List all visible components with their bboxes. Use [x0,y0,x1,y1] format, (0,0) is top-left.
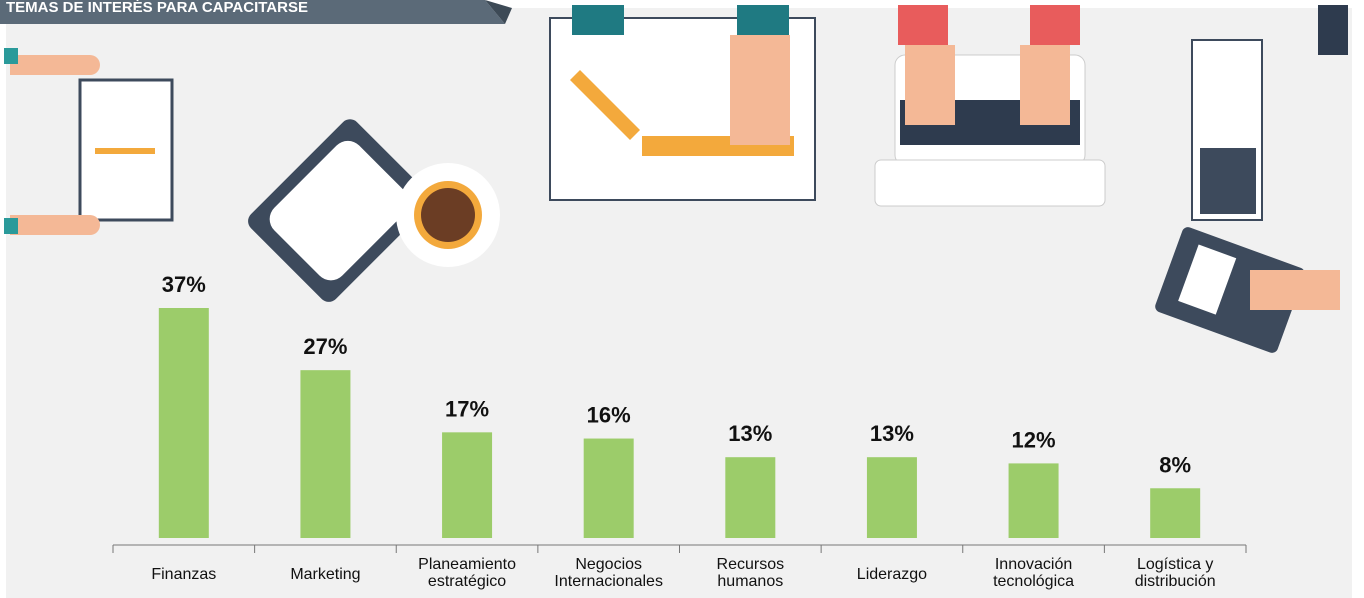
bar [300,370,351,538]
category-label: Marketing [290,566,361,583]
illustration-clipboard [248,119,500,302]
value-label: 17% [445,396,489,421]
value-label: 16% [587,403,631,428]
value-label: 27% [303,334,347,359]
illustration-notebook [1155,5,1348,353]
value-label: 13% [870,421,914,446]
category-label: Recursos humanos [716,556,785,590]
chart-title: TEMAS DE INTERÉS PARA CAPACITARSE [6,0,308,16]
illustration-book [4,48,174,235]
value-label: 37% [162,272,206,297]
bar [866,457,917,538]
category-label: Planeamiento estratégico [418,556,516,590]
category-label: Finanzas [151,566,217,583]
value-label: 12% [1012,427,1056,452]
category-label: Innovación tecnológica [993,556,1075,590]
category-label: Negocios Internacionales [554,556,663,590]
value-label: 8% [1159,452,1191,477]
title-tab [0,0,505,24]
category-label: Liderazgo [856,566,928,583]
bar [158,308,209,538]
title-tab-fold [485,0,512,24]
value-label: 13% [728,421,772,446]
bar [1150,488,1201,538]
illustration-drawing [549,5,816,201]
illustration-laptop [874,5,1106,207]
bar [442,432,493,538]
bar [725,457,776,538]
category-label: Logística y distribución [1134,556,1216,590]
bar [583,438,634,538]
bar [1008,463,1059,538]
